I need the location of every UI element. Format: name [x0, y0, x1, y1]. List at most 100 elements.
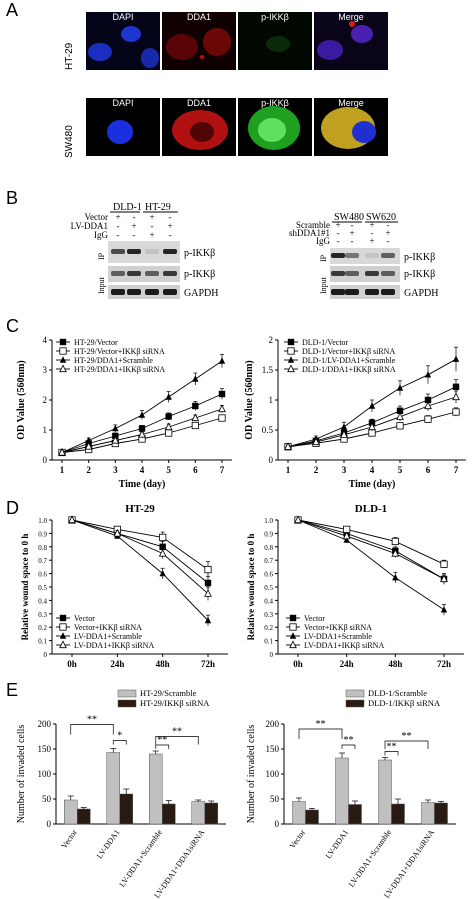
- cond-mark: -: [371, 228, 374, 238]
- x-tick-label: LV-DDA1+Scramble: [347, 828, 394, 889]
- band-label-right-0: p-IKKβ: [404, 252, 435, 263]
- data-point: [392, 573, 399, 581]
- series-2: LV-DDA1+Scramble: [286, 516, 448, 641]
- series-3: DLD-1/DDA1+IKKβ siRNA: [284, 364, 460, 450]
- chart-title: HT-29: [125, 503, 155, 515]
- data-point: [440, 606, 448, 613]
- y-tick-label: 1: [269, 395, 274, 405]
- y-tick-label: 50: [270, 794, 280, 804]
- cond-mark: -: [387, 236, 390, 246]
- y-tick-label: 0.5: [262, 425, 274, 435]
- blot-band: [331, 271, 345, 276]
- bar: [77, 808, 91, 825]
- legend-label: DLD-1/Scramble: [368, 688, 427, 698]
- blot-band: [331, 253, 345, 258]
- panel-label-e: E: [6, 680, 19, 700]
- x-tick-label: 2: [314, 465, 319, 475]
- data-point: [191, 421, 199, 430]
- legend-label: Vector: [74, 614, 95, 623]
- cond-mark: +: [167, 221, 172, 231]
- data-point: [58, 447, 66, 456]
- blot-band: [381, 289, 395, 295]
- data-point: [85, 436, 92, 444]
- data-point: [59, 640, 67, 649]
- legend-label: HT-29/Scramble: [140, 688, 197, 698]
- y-tick-label: 0.5: [264, 584, 273, 592]
- y-axis-label: OD Value (560nm): [244, 360, 255, 439]
- micrograph-sw480-merge: Merge: [314, 98, 388, 156]
- series-line: [71, 519, 209, 570]
- blot-band: [381, 253, 395, 258]
- micrograph-ht29-dda1: DDA1: [162, 12, 236, 70]
- y-axis-label: Relative wound space to 0 h: [20, 534, 30, 641]
- significance-label: **: [172, 727, 182, 738]
- y-tick-label: 1.0: [264, 517, 273, 525]
- bracket-line: [112, 740, 127, 745]
- chart-d-right: 0 0.1 0.2 0.3 0.4 0.5 0.6 0.7 0.8 0.9 1.0 0h 24h 48h 7…: [246, 503, 464, 669]
- significance-label: **: [316, 719, 326, 730]
- cond-mark: -: [117, 221, 120, 231]
- data-point: [343, 536, 350, 543]
- data-point: [340, 430, 348, 438]
- band-label-left-2: GAPDH: [184, 288, 218, 299]
- x-tick-label: 72h: [437, 659, 451, 669]
- y-tick-label: 0.6: [264, 571, 273, 579]
- cond-mark: +: [369, 220, 374, 230]
- legend-label: DLD-1/Vector: [302, 338, 349, 347]
- panel-label-c: C: [6, 316, 19, 336]
- y-tick-label: 0.9: [264, 530, 273, 538]
- x-tick-label: 5: [166, 465, 171, 475]
- y-axis-label: OD Value (560nm): [16, 360, 27, 439]
- series-3: LV-DDA1+IKKβ siRNA: [286, 515, 448, 650]
- bar: [204, 802, 218, 825]
- chart-d-left: 0 0.1 0.2 0.3 0.4 0.5 0.6 0.7 0.8 0.9 1.0 0h 24h 48h 7…: [20, 503, 228, 669]
- significance-label: *: [117, 731, 122, 742]
- blot-band: [345, 271, 359, 276]
- legend-label: HT-29/DDA1+IKKβ siRNA: [74, 365, 165, 374]
- cond-mark: -: [133, 230, 136, 240]
- data-point: [342, 531, 351, 540]
- x-tick-label: LV-DDA1: [95, 828, 121, 860]
- cond-mark: -: [337, 228, 340, 238]
- data-point: [112, 424, 119, 432]
- data-point: [59, 347, 67, 355]
- band-label-left-1: p-IKKβ: [184, 269, 215, 280]
- cond-mark: -: [117, 230, 120, 240]
- x-tick-label: 48h: [388, 659, 402, 669]
- data-point: [192, 402, 199, 410]
- series-0: Vector: [286, 516, 448, 623]
- blot-band: [111, 271, 125, 276]
- y-tick-label: 100: [266, 769, 280, 779]
- cond-mark: -: [387, 220, 390, 230]
- legend-label: LV-DDA1+IKKβ siRNA: [304, 641, 384, 650]
- y-tick-label: 1.5: [262, 365, 274, 375]
- cond-mark: +: [149, 230, 154, 240]
- bar: [434, 802, 448, 825]
- data-point: [452, 355, 460, 362]
- y-tick-label: 50: [42, 794, 52, 804]
- legend-label: HT-29/IKKβ siRNA: [140, 698, 210, 708]
- row-label-ht29: HT-29: [64, 42, 75, 70]
- bar: [391, 803, 405, 825]
- x-tick-label: 4: [140, 465, 145, 475]
- y-tick-label: 3: [43, 365, 48, 375]
- row-label-sw480: SW480: [64, 125, 75, 158]
- data-point: [158, 548, 167, 557]
- blot-band: [365, 289, 379, 295]
- data-point: [165, 429, 173, 437]
- bar: [162, 803, 176, 825]
- micrograph-sw480-pikkb: p-IKKβ: [238, 98, 312, 156]
- y-tick-label: 0.6: [38, 571, 47, 579]
- x-tick-label: 2: [86, 465, 91, 475]
- chart-e-left: 0 50 100 150 200 Number of invaded cells Vecto…: [16, 688, 226, 898]
- y-tick-label: 0: [44, 651, 48, 659]
- data-point: [159, 533, 167, 542]
- bar: [149, 753, 163, 825]
- x-tick-label: 6: [426, 465, 431, 475]
- legend-label: HT-29/Vector+IKKβ siRNA: [74, 347, 165, 356]
- data-point: [218, 390, 226, 398]
- series-0: Vector: [56, 516, 212, 623]
- y-axis-label: Number of invaded cells: [246, 725, 257, 824]
- blot-input-left: [108, 266, 180, 282]
- data-point: [287, 356, 295, 363]
